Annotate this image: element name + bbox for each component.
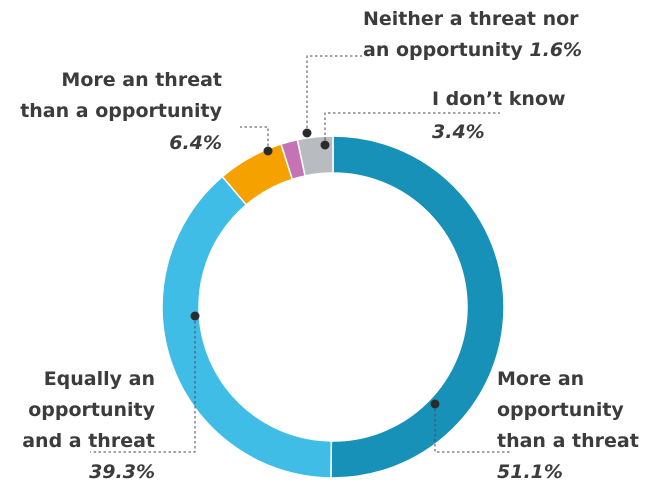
leader-dot-3	[302, 128, 312, 138]
slice-label-1-line-2: and a threat	[22, 430, 155, 452]
slice-label-2-line-1: than a opportunity	[20, 100, 222, 122]
slice-label-0-line-2: than a threat	[497, 430, 639, 452]
leader-dot-0	[430, 399, 440, 409]
leader-line-1	[90, 316, 196, 453]
slice-label-0-line-1: opportunity	[497, 399, 624, 421]
leader-line-4	[324, 112, 500, 145]
leader-line-3	[306, 55, 362, 133]
leader-dot-4	[320, 140, 330, 150]
slice-label-1-line-1: opportunity	[28, 399, 155, 421]
slice-label-4-line-0: I don’t know	[432, 88, 566, 110]
slice-value-3: 1.6%	[529, 39, 582, 61]
slice-value-1: 39.3%	[89, 461, 155, 479]
leader-dot-2	[263, 146, 273, 156]
slice-label-3-line-1: an opportunity 1.6%	[363, 39, 582, 61]
donut-slice-0	[330, 135, 505, 479]
leader-line-2	[240, 126, 269, 151]
slice-label-2-line-0: More an threat	[61, 69, 222, 91]
leader-dot-1	[190, 311, 200, 321]
slice-value-4: 3.4%	[432, 121, 485, 143]
slice-label-3-line-0: Neither a threat nor	[363, 8, 579, 30]
leader-line-0	[434, 404, 510, 453]
slice-label-0-line-0: More an	[497, 368, 584, 390]
slice-value-2: 6.4%	[169, 132, 222, 154]
slice-value-0: 51.1%	[497, 461, 563, 479]
slice-label-1-line-0: Equally an	[44, 368, 155, 390]
donut-slice-1	[161, 175, 333, 479]
